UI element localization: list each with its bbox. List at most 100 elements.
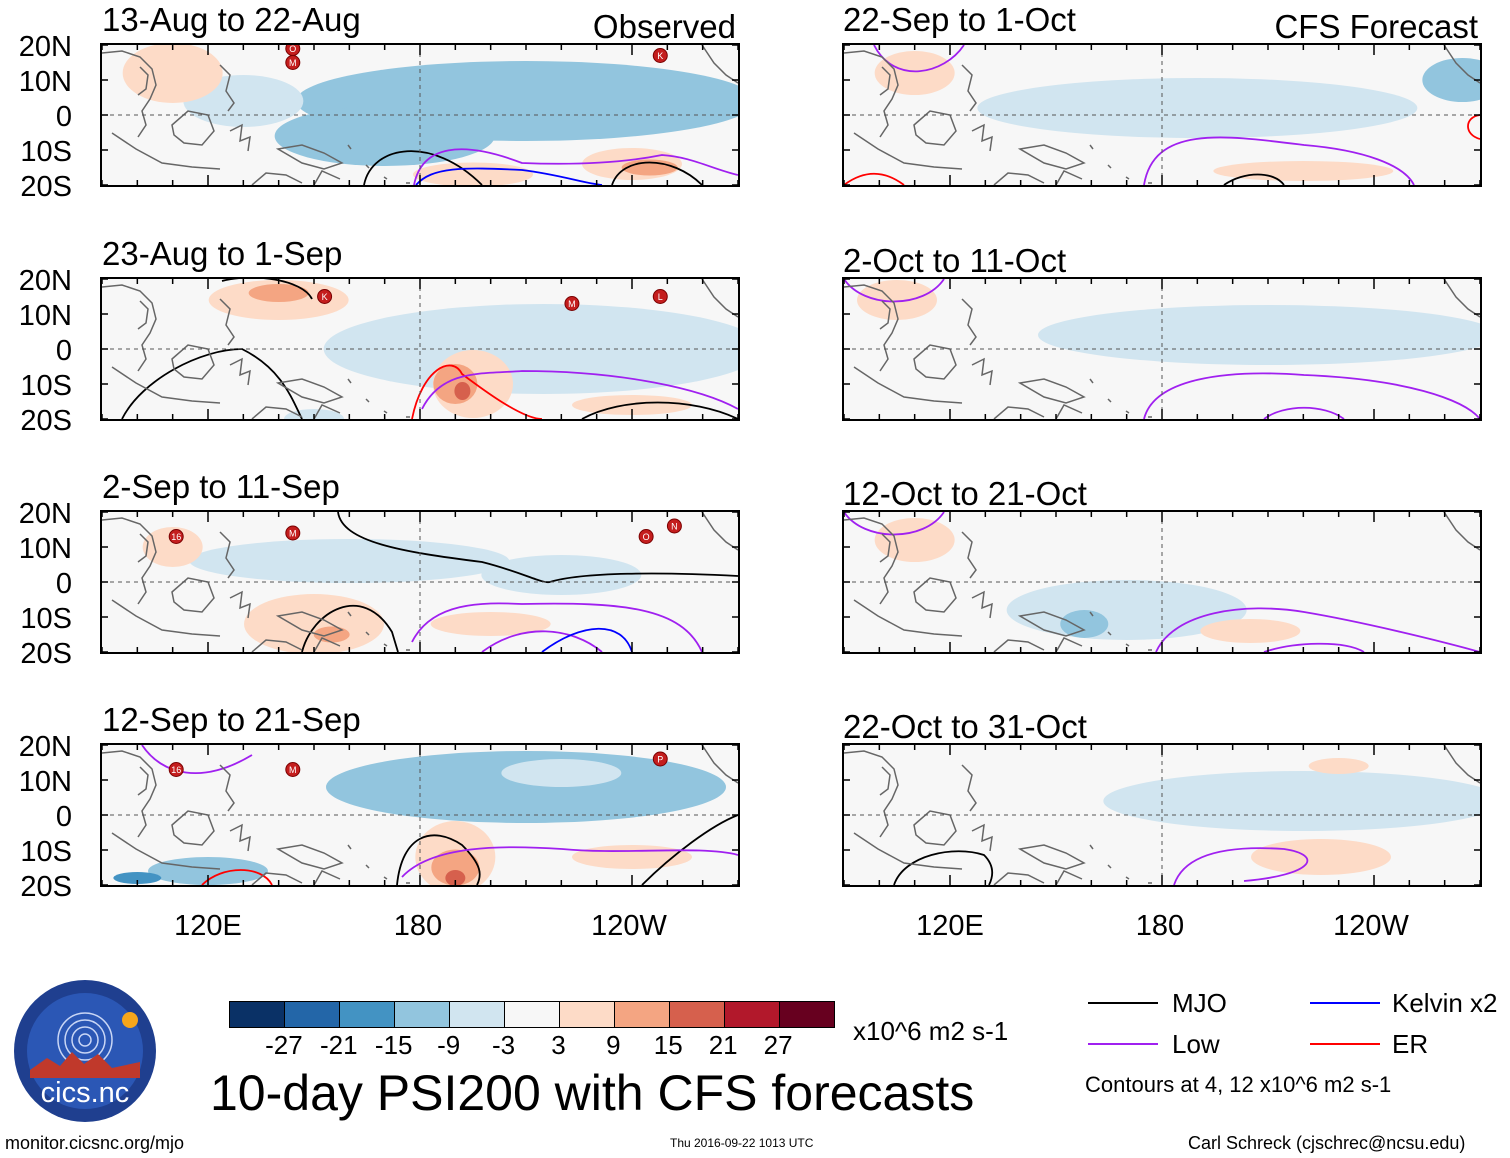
coastline xyxy=(1107,398,1112,403)
legend-swatch-low xyxy=(1088,1043,1158,1045)
coastline xyxy=(879,533,891,563)
colorbar-tick-label: 9 xyxy=(606,1030,621,1060)
anomaly-region xyxy=(1038,305,1480,365)
coastline xyxy=(137,766,149,796)
mjo-contour xyxy=(121,348,303,419)
er-contour xyxy=(1467,114,1480,140)
map-panel-fc4 xyxy=(842,743,1482,887)
low-contour xyxy=(421,370,738,410)
lat-label: 20S xyxy=(20,638,72,670)
storm-label: M xyxy=(568,299,576,309)
colorbar-swatch xyxy=(780,1002,834,1027)
panel-title-obs1: 13-Aug to 22-Aug xyxy=(102,1,361,38)
anomaly-region xyxy=(445,870,466,885)
panel-title-obs3: 2-Sep to 11-Sep xyxy=(102,468,340,505)
storm-marker-icon xyxy=(564,296,580,311)
er-contour xyxy=(844,172,905,185)
coastline xyxy=(701,745,738,784)
colorbar-swatch xyxy=(615,1002,670,1027)
lon-label-120w-left: 120W xyxy=(591,910,667,942)
coastline xyxy=(102,284,157,372)
storm-marker-icon xyxy=(652,48,668,63)
colorbar-swatch xyxy=(395,1002,450,1027)
coastline xyxy=(111,832,221,870)
coastline xyxy=(844,517,899,605)
coastline xyxy=(137,533,149,563)
mjo-contour xyxy=(581,401,738,419)
mjo-contour xyxy=(337,512,738,584)
storm-marker-icon xyxy=(652,751,668,767)
low-contour xyxy=(481,630,603,652)
storm-marker-icon xyxy=(285,762,301,777)
coastline xyxy=(701,512,738,551)
storm-label: O xyxy=(643,532,650,542)
mjo-contour xyxy=(641,814,738,885)
coastline xyxy=(1443,45,1480,84)
colorbar-tick-label: -3 xyxy=(491,1030,516,1060)
coastline xyxy=(1107,864,1112,869)
coastlines xyxy=(844,512,1480,652)
coastline xyxy=(961,531,977,579)
map-panel-fc1 xyxy=(842,43,1482,187)
legend-swatch-kelvin xyxy=(1310,1002,1380,1004)
coastline xyxy=(275,611,344,637)
anomaly-region xyxy=(142,527,203,567)
storm-label: M xyxy=(289,529,297,539)
lat-label: 20N xyxy=(18,731,72,763)
footer-url[interactable]: monitor.cicsnc.org/mjo xyxy=(5,1133,185,1153)
coastline xyxy=(993,406,1045,419)
map-panel-obs3: 16 M O N xyxy=(100,510,740,654)
low-contour xyxy=(411,602,703,652)
coastline xyxy=(102,50,157,138)
lon-label-120e-right: 120E xyxy=(916,910,984,942)
coastline xyxy=(701,45,738,84)
coastline xyxy=(1443,279,1480,318)
panel-title-obs4: 12-Sep to 21-Sep xyxy=(102,701,361,738)
coastline xyxy=(1055,404,1083,419)
colorbar-units: x10^6 m2 s-1 xyxy=(853,1016,1009,1046)
lat-label: 0 xyxy=(55,801,72,833)
coastline xyxy=(365,864,370,869)
storm-label: 16 xyxy=(171,532,181,542)
coastline xyxy=(111,599,221,637)
lat-label: 10N xyxy=(18,533,72,565)
colorbar-swatch xyxy=(560,1002,615,1027)
low-contour xyxy=(141,745,253,775)
coastline xyxy=(251,406,303,419)
storm-marker-icon xyxy=(666,518,682,534)
coastline xyxy=(853,366,963,404)
coastline xyxy=(971,357,993,386)
panel-title-fc1: 22-Sep to 1-Oct xyxy=(843,1,1076,38)
colorbar-tick-label: 15 xyxy=(653,1030,683,1060)
coastlines xyxy=(844,45,1480,185)
observed-column-title: Observed xyxy=(592,8,736,45)
coastline xyxy=(913,577,957,613)
colorbar-tick-label: 27 xyxy=(763,1030,793,1060)
coastline xyxy=(879,766,891,796)
anomaly-region xyxy=(431,849,480,885)
panel-title-fc4: 22-Oct to 31-Oct xyxy=(843,708,1087,745)
lat-label: 0 xyxy=(55,101,72,133)
panel-title-fc3: 12-Oct to 21-Oct xyxy=(843,475,1087,512)
coastline xyxy=(961,64,977,112)
lat-label: 10S xyxy=(20,370,72,402)
coastline xyxy=(1089,144,1094,150)
colorbar-tick-label: 21 xyxy=(708,1030,738,1060)
colorbar-swatch xyxy=(285,1002,340,1027)
map-panel-obs4: 16 M P xyxy=(100,743,740,887)
colorbar-tick-label: -15 xyxy=(374,1030,413,1060)
coastline xyxy=(313,170,341,185)
colorbar-tick-label: -9 xyxy=(437,1030,461,1060)
coastline xyxy=(993,639,1045,652)
coastline xyxy=(1107,164,1112,169)
coastline xyxy=(347,611,352,617)
coastline xyxy=(1107,631,1112,636)
coastline xyxy=(229,123,251,152)
coastline xyxy=(229,357,251,386)
anomaly-region xyxy=(1422,58,1480,102)
coastlines xyxy=(844,279,1480,419)
coastline xyxy=(879,300,891,330)
anomaly-region xyxy=(113,872,162,884)
coastline xyxy=(347,144,352,150)
